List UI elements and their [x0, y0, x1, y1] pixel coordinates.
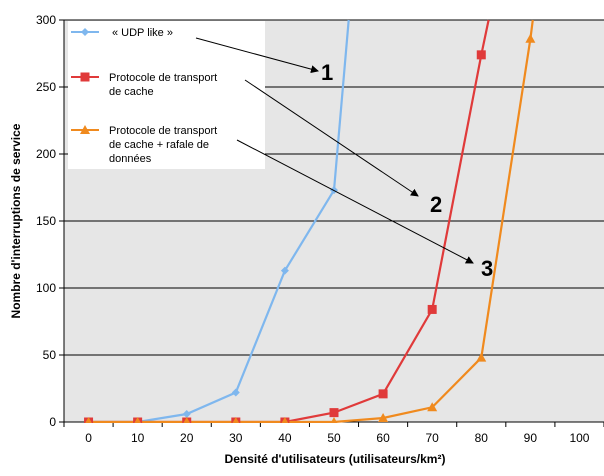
legend-label-2: Protocole de transport [109, 72, 217, 84]
x-tick-label: 70 [426, 431, 440, 445]
series-2-point [476, 50, 486, 60]
x-tick-label: 100 [569, 431, 589, 445]
series-2-point [427, 304, 437, 314]
series-3-point [134, 417, 141, 423]
series-3-point [427, 402, 438, 412]
series-2-point [378, 389, 388, 399]
legend-label-3: de cache + rafale de [109, 139, 209, 151]
series-3-point [183, 417, 191, 423]
series-1-point [182, 409, 191, 418]
legend-marker-2 [80, 72, 90, 82]
y-tick-label: 200 [36, 147, 56, 161]
x-axis-title: Densité d'utilisateurs (utilisateurs/km²… [225, 452, 446, 466]
legend-label-3: Protocole de transport [109, 125, 217, 137]
series-3-point [281, 417, 289, 423]
annotation-label-1: 1 [321, 60, 333, 85]
y-axis-title: Nombre d'interruptions de service [9, 123, 23, 318]
legend-label-1: « UDP like » [112, 27, 173, 39]
y-tick-label: 100 [36, 281, 56, 295]
x-tick-label: 0 [85, 431, 92, 445]
series-1-point [280, 266, 289, 275]
y-tick-label: 300 [36, 13, 56, 27]
legend-marker-1 [81, 28, 89, 36]
y-tick-label: 0 [49, 415, 56, 429]
annotation-label-2: 2 [430, 192, 442, 217]
x-tick-label: 80 [475, 431, 489, 445]
series-3-point [476, 352, 487, 362]
y-tick-label: 250 [36, 80, 56, 94]
series-2-point [329, 408, 339, 418]
legend-marker-3 [80, 125, 90, 134]
legend-box [68, 21, 265, 169]
x-tick-label: 20 [180, 431, 194, 445]
x-tick-label: 50 [327, 431, 341, 445]
series-3-point [330, 417, 338, 423]
series-3-point [525, 33, 536, 43]
annotation-arrow-1 [195, 37, 319, 74]
x-tick-label: 10 [131, 431, 145, 445]
annotation-arrow-3 [236, 139, 474, 264]
annotation-arrow-2 [244, 79, 419, 197]
legend-label-3: données [109, 153, 152, 165]
series-3-point [378, 412, 389, 422]
y-tick-label: 150 [36, 214, 56, 228]
series-3-point [232, 417, 240, 423]
legend-label-2: de cache [109, 86, 154, 98]
y-tick-label: 50 [43, 348, 57, 362]
series-1-point [231, 388, 240, 397]
annotation-label-3: 3 [481, 256, 493, 281]
series-3-point [85, 417, 92, 423]
x-tick-label: 40 [278, 431, 292, 445]
x-tick-label: 30 [229, 431, 243, 445]
x-tick-label: 60 [376, 431, 390, 445]
x-tick-label: 90 [524, 431, 538, 445]
